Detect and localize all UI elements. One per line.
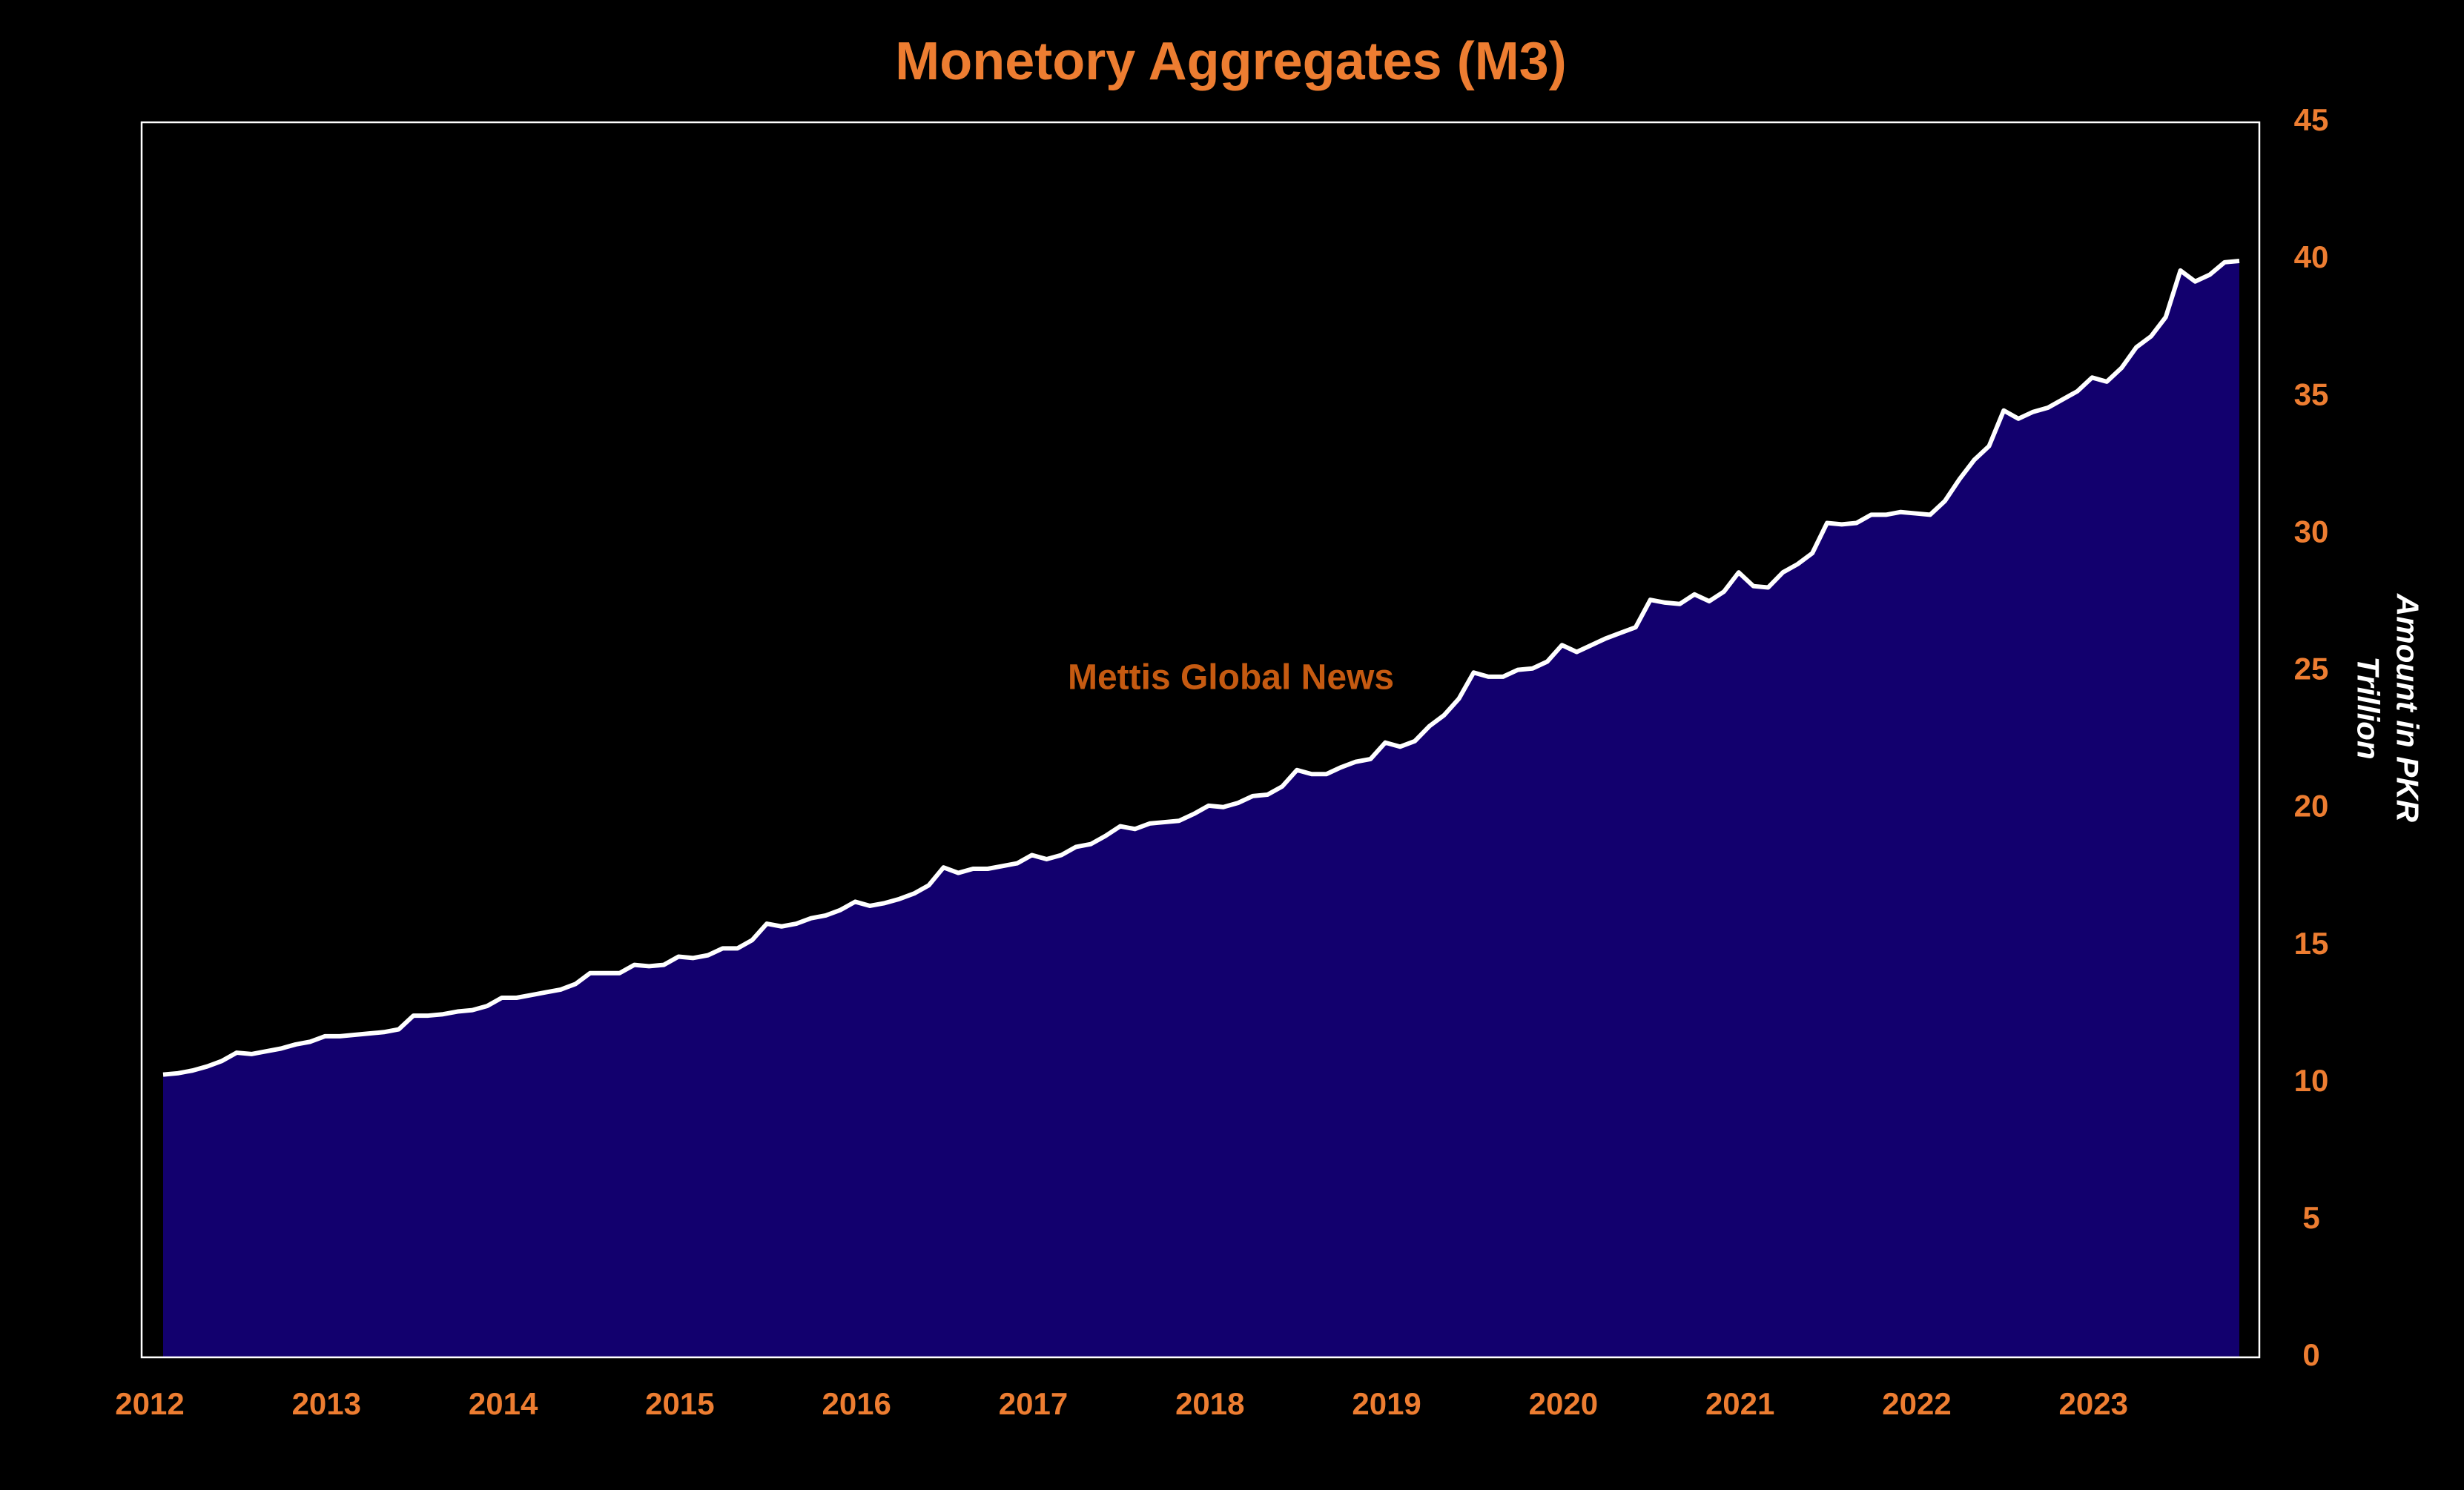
y-tick-label: 45: [2294, 102, 2329, 137]
y-tick-label: 10: [2294, 1063, 2329, 1098]
plot-border: [140, 121, 2261, 1359]
line: [162, 258, 2240, 1077]
y-tick-label: 35: [2294, 377, 2329, 411]
x-tick-label: 2021: [1705, 1386, 1774, 1421]
y-tick-label: 25: [2294, 652, 2329, 686]
x-tick-label: 2017: [999, 1386, 1068, 1421]
x-tick-label: 2020: [1529, 1386, 1598, 1421]
x-tick-label: 2018: [1175, 1386, 1244, 1421]
x-tick-label: 2019: [1352, 1386, 1421, 1421]
x-tick-label: 2014: [469, 1386, 538, 1421]
chart-title: Monetory Aggregates (M3): [895, 32, 1566, 91]
y-tick-label: 15: [2294, 926, 2329, 961]
x-tick-label: 2016: [822, 1386, 891, 1421]
x-tick-label: 2012: [115, 1386, 184, 1421]
x-tick-label: 2022: [1882, 1386, 1951, 1421]
y-tick-label: 0: [2302, 1337, 2319, 1372]
y-tick-label: 30: [2294, 514, 2329, 549]
y-axis-label: Amount in PKR Trillion: [2351, 594, 2425, 822]
x-tick-label: 2023: [2059, 1386, 2128, 1421]
y-tick-label: 5: [2302, 1200, 2319, 1235]
x-tick-label: 2015: [645, 1386, 714, 1421]
x-tick-label: 2013: [292, 1386, 361, 1421]
watermark: Mettis Global News: [1068, 658, 1394, 698]
y-tick-label: 20: [2294, 789, 2329, 824]
area: [163, 260, 2239, 1358]
y-tick-label: 40: [2294, 239, 2329, 274]
